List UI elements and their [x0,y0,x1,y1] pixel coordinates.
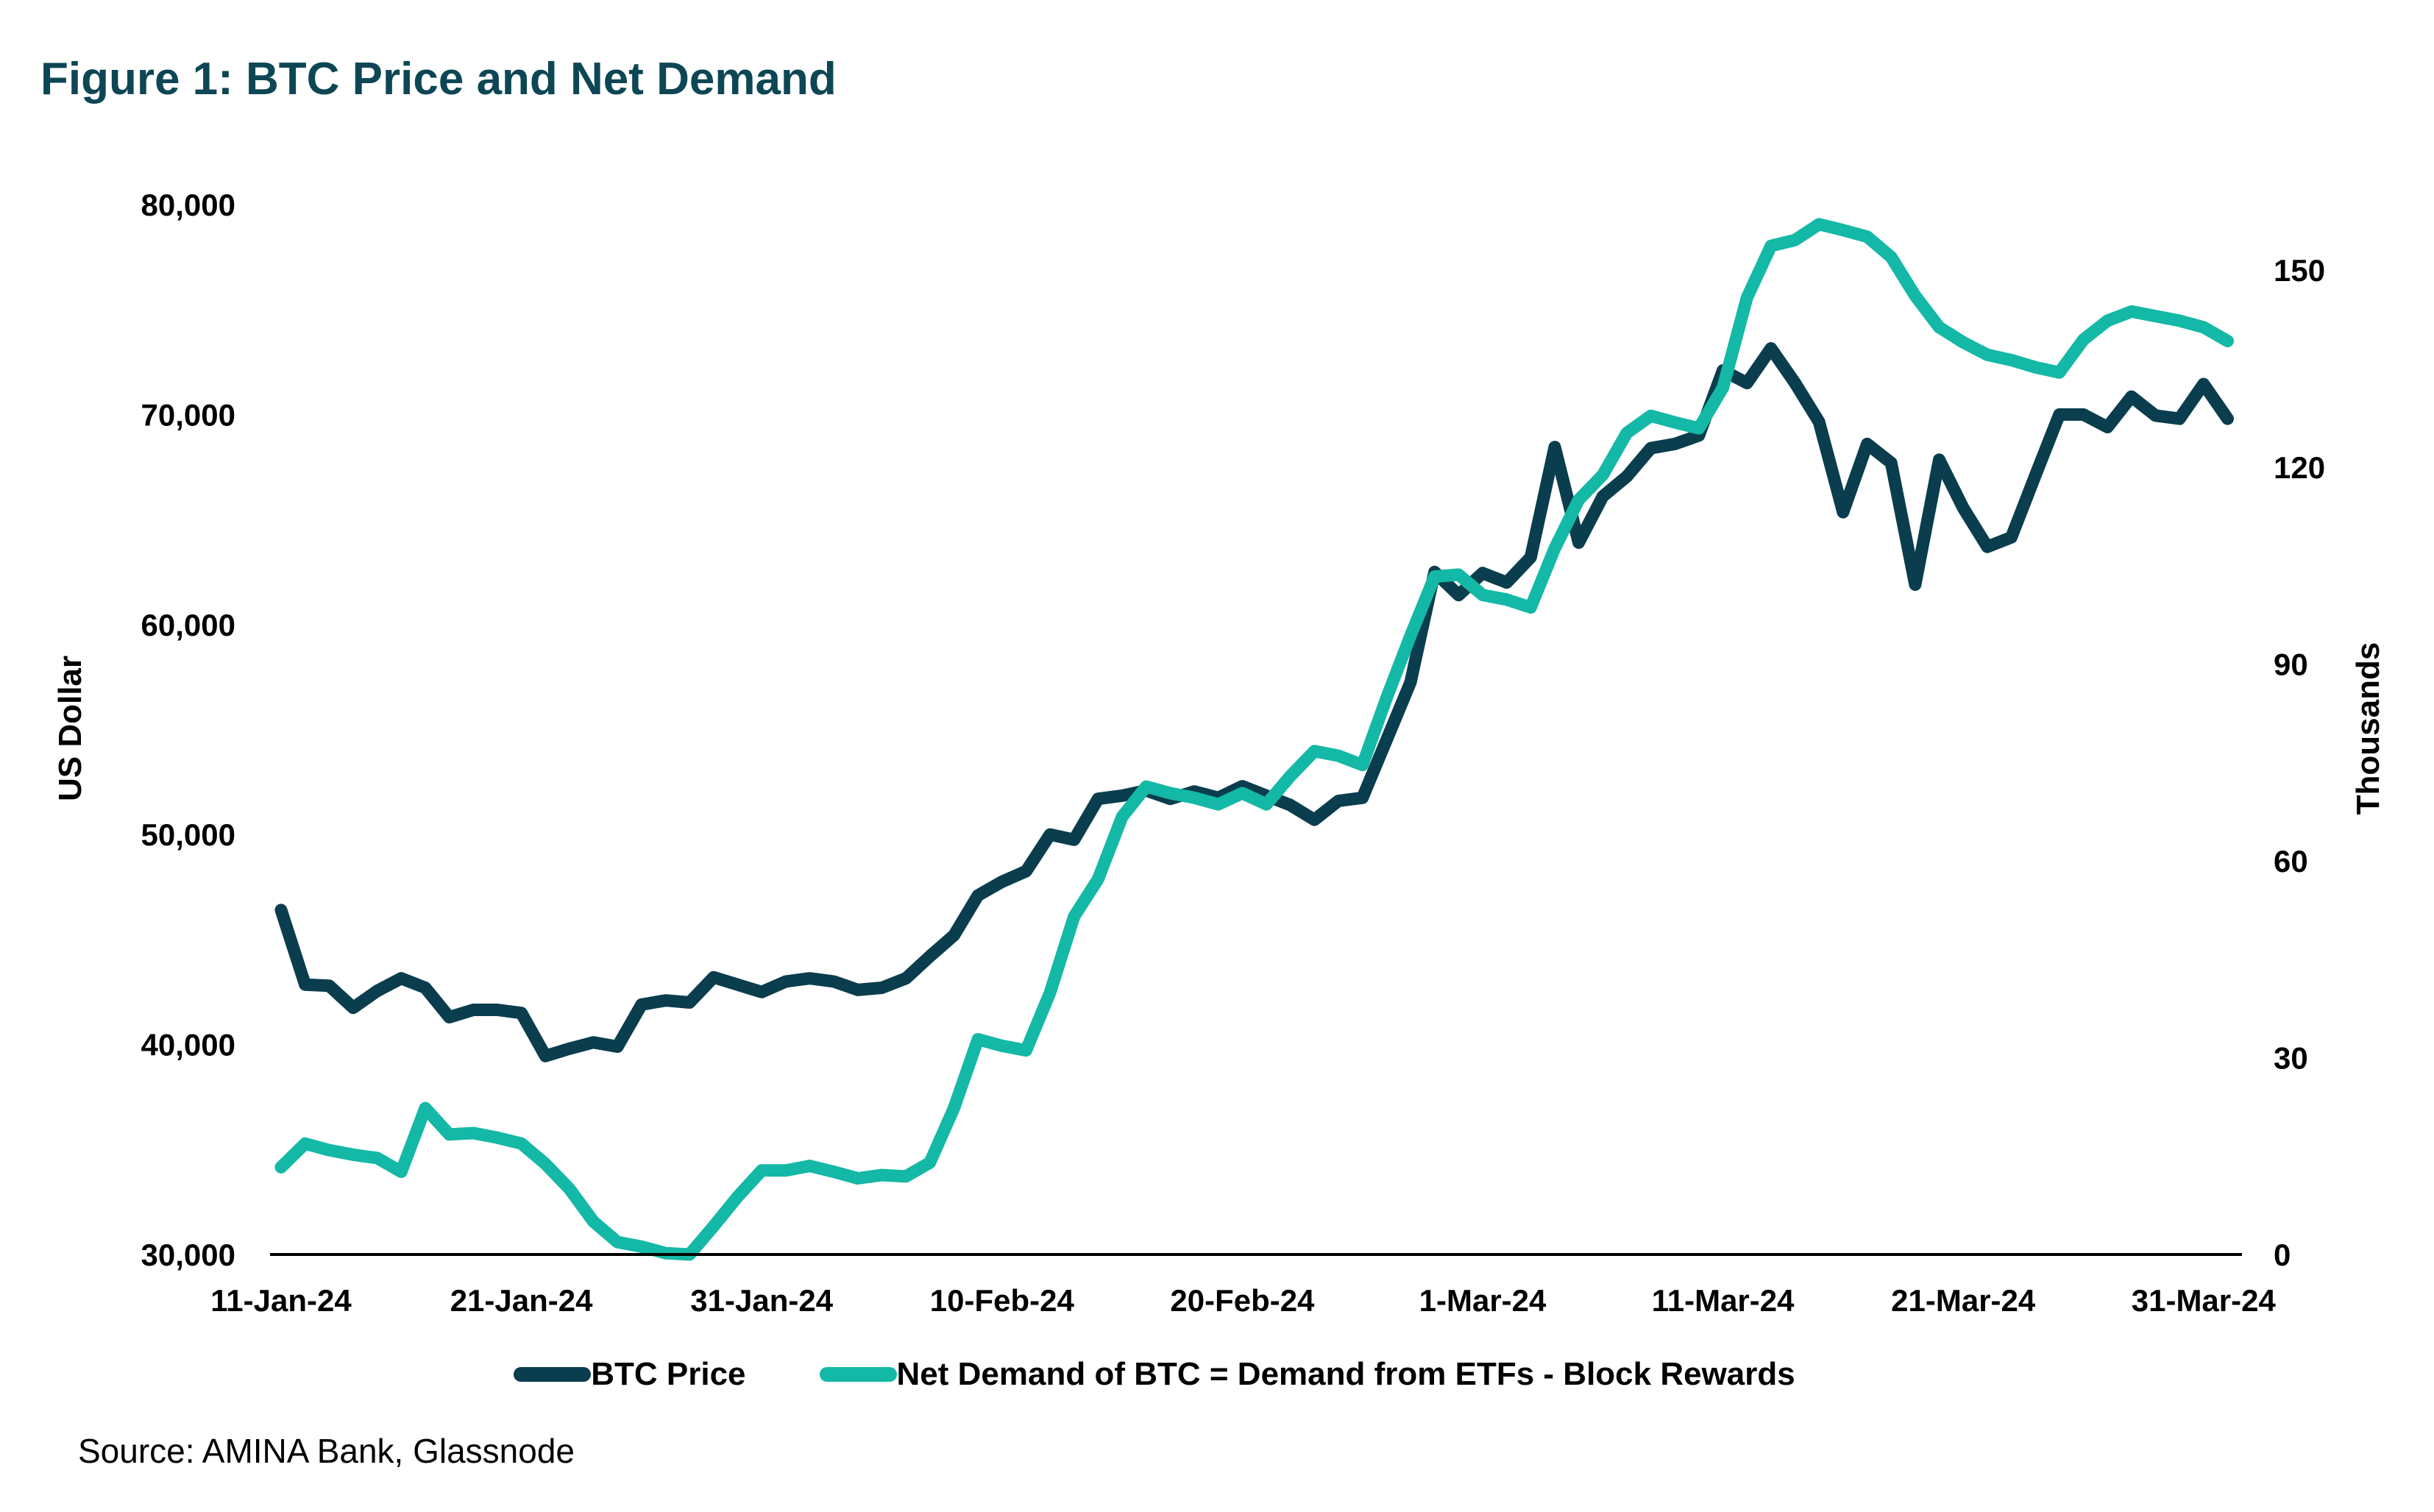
x-tick-label: 31-Jan-24 [690,1283,833,1318]
right-y-tick-label: 90 [2274,647,2308,681]
x-tick-label: 1-Mar-24 [1419,1283,1547,1318]
net-demand-line [274,218,2234,1261]
series-layer [274,218,2234,1261]
right-y-tick-label: 120 [2274,450,2325,485]
left-y-tick-label: 40,000 [141,1028,235,1062]
legend-swatch-net-demand [819,1367,897,1382]
x-tick-label: 21-Mar-24 [1891,1283,2036,1318]
left-y-tick-label: 50,000 [141,817,235,852]
source-note: Source: AMINA Bank, Glassnode [78,1432,575,1470]
x-tick-label: 11-Jan-24 [210,1283,352,1318]
right-y-tick-label: 60 [2274,844,2308,879]
x-tick-label: 20-Feb-24 [1170,1283,1315,1318]
left-y-tick-label: 60,000 [141,608,235,642]
right-y-tick-label: 150 [2274,253,2325,288]
net-demand-line-points [281,224,2228,1254]
legend: BTC Price Net Demand of BTC = Demand fro… [0,1356,2434,1393]
right-y-tick-label: 0 [2274,1238,2291,1272]
legend-item-net-demand[interactable]: Net Demand of BTC = Demand from ETFs - B… [819,1356,1795,1393]
left-y-axis: 30,000 40,000 50,000 60,000 70,000 80,000 [141,188,235,1272]
legend-label: Net Demand of BTC = Demand from ETFs - B… [896,1356,1795,1392]
left-y-tick-label: 30,000 [141,1238,235,1272]
legend-label: BTC Price [591,1356,746,1392]
legend-swatch-btc-price [514,1367,592,1382]
left-y-axis-title: US Dollar [52,656,88,801]
x-tick-label: 31-Mar-24 [2132,1283,2277,1318]
x-tick-label: 21-Jan-24 [450,1283,593,1318]
btc-price-line [274,342,2234,1062]
btc-price-line-points [281,348,2228,1056]
left-y-tick-label: 70,000 [141,397,235,432]
x-axis: 11-Jan-24 21-Jan-24 31-Jan-24 10-Feb-24 20-F… [210,1283,2276,1318]
legend-item-btc-price[interactable]: BTC Price [514,1356,746,1393]
right-y-tick-label: 30 [2274,1040,2308,1075]
x-tick-label: 11-Mar-24 [1652,1283,1795,1318]
x-tick-label: 10-Feb-24 [930,1283,1075,1318]
left-y-tick-label: 80,000 [141,188,235,222]
right-y-axis: 0 30 60 90 120 150 [2274,253,2325,1272]
chart-title: Figure 1: BTC Price and Net Demand [40,54,837,104]
right-y-axis-title: Thousands [2350,642,2386,815]
